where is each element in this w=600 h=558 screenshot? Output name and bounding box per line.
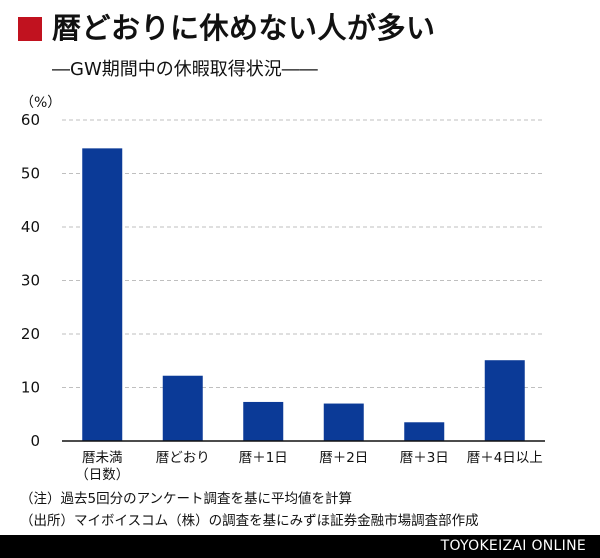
x-tick-label: 暦どおり — [156, 450, 210, 466]
x-tick-label: 暦＋4日以上 — [467, 450, 543, 466]
chart-title: 暦どおりに休めない人が多い — [52, 11, 436, 45]
x-tick-label: 暦＋2日 — [319, 450, 368, 466]
y-tick-label: 10 — [21, 379, 40, 397]
bar-5 — [484, 360, 525, 441]
note-line-1: （注）過去5回分のアンケート調査を基に平均値を計算 — [20, 491, 353, 507]
y-tick-label: 0 — [30, 432, 40, 450]
bar-4 — [404, 422, 445, 441]
bar-1 — [162, 375, 203, 441]
y-tick-labels: 0 10 20 30 40 50 60 — [21, 111, 40, 450]
x-tick-label: （日数） — [75, 467, 129, 483]
x-tick-label: 暦未満 — [82, 450, 123, 466]
credit-text: TOYOKEIZAI ONLINE — [440, 538, 586, 554]
x-tick-labels: 暦未満（日数） 暦どおり 暦＋1日 暦＋2日 暦＋3日 暦＋4日以上 — [75, 450, 543, 483]
chart-subtitle: ―GW期間中の休暇取得状況―― — [52, 59, 318, 80]
grid-lines — [62, 119, 545, 388]
x-tick-label: 暦＋3日 — [400, 450, 449, 466]
x-tick-label: 暦＋1日 — [239, 450, 288, 466]
credit-bar: TOYOKEIZAI ONLINE — [0, 535, 600, 558]
y-tick-label: 50 — [21, 165, 40, 183]
note-line-2: （出所）マイボイスコム（株）の調査を基にみずほ証券金融市場調査部作成 — [20, 513, 479, 529]
y-tick-label: 20 — [21, 325, 40, 343]
y-tick-label: 30 — [21, 272, 40, 290]
bar-3 — [323, 403, 364, 441]
y-tick-label: 40 — [21, 218, 40, 236]
bar-0 — [82, 148, 123, 442]
bars — [82, 148, 525, 442]
chart-title-wrap: 暦どおりに休めない人が多い — [18, 14, 436, 43]
title-square-icon — [18, 16, 42, 41]
y-tick-label: 60 — [21, 111, 40, 129]
bar-2 — [243, 401, 284, 441]
y-axis-label: （%） — [20, 95, 62, 111]
